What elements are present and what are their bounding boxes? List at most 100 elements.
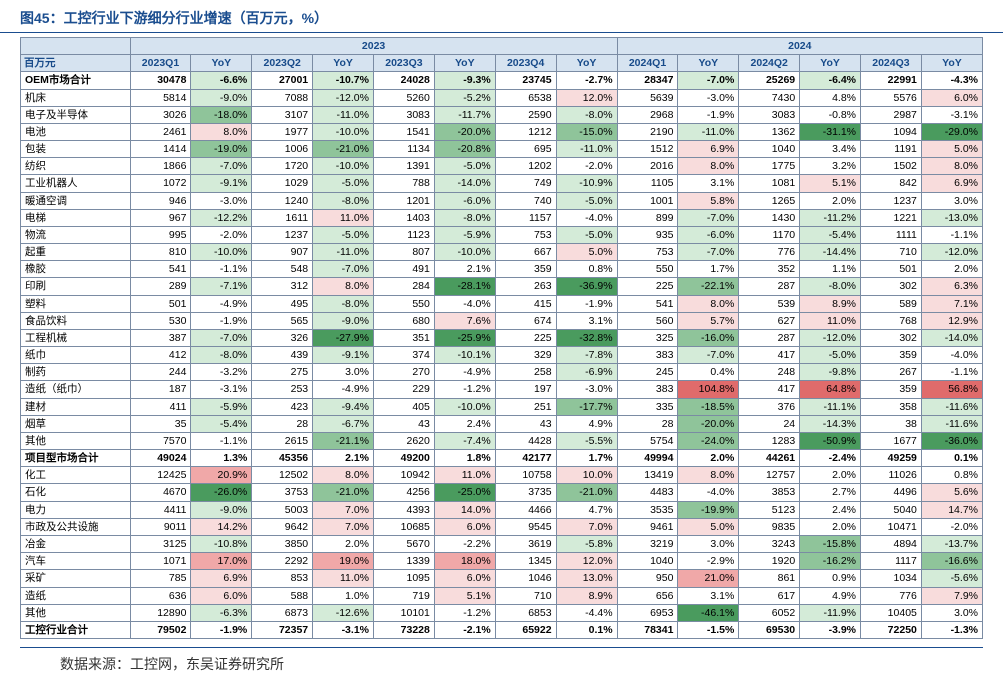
value-cell: 44261 [739,450,800,467]
value-cell: 550 [617,261,678,278]
value-cell: 28 [252,415,313,432]
value-cell: 49024 [130,450,191,467]
value-cell: 3753 [252,484,313,501]
row-category: 项目型市场合计 [21,450,131,467]
yoy-cell: -24.0% [678,432,739,449]
value-cell: 383 [617,381,678,398]
yoy-cell: 4.8% [800,89,861,106]
row-category: 化工 [21,467,131,484]
value-cell: 24028 [374,72,435,89]
value-cell: 541 [617,295,678,312]
value-cell: 248 [739,364,800,381]
value-cell: 225 [495,329,556,346]
row-category: 工控行业合计 [21,621,131,638]
value-cell: 2615 [252,432,313,449]
yoy-cell: -8.0% [556,106,617,123]
yoy-cell: -12.0% [921,244,982,261]
yoy-cell: -10.0% [434,398,495,415]
col-header: YoY [678,55,739,72]
yoy-cell: -14.4% [800,244,861,261]
value-cell: 548 [252,261,313,278]
value-cell: 1414 [130,141,191,158]
col-header: 2024Q3 [861,55,922,72]
yoy-cell: 1.3% [191,450,252,467]
yoy-cell: -10.7% [313,72,374,89]
value-cell: 267 [861,364,922,381]
yoy-cell: -14.0% [434,175,495,192]
value-cell: 2968 [617,106,678,123]
yoy-cell: -11.1% [800,398,861,415]
yoy-cell: 1.0% [313,587,374,604]
yoy-cell: -21.0% [556,484,617,501]
value-cell: 78341 [617,621,678,638]
yoy-cell: -8.0% [434,209,495,226]
value-cell: 1212 [495,123,556,140]
value-cell: 417 [739,381,800,398]
value-cell: 27001 [252,72,313,89]
yoy-cell: 14.7% [921,501,982,518]
yoy-cell: -4.3% [921,72,982,89]
value-cell: 11026 [861,467,922,484]
yoy-cell: -5.8% [556,535,617,552]
value-cell: 9545 [495,518,556,535]
value-cell: 3083 [739,106,800,123]
value-cell: 753 [495,226,556,243]
yoy-cell: -11.6% [921,398,982,415]
yoy-cell: -5.0% [556,226,617,243]
row-category: 塑料 [21,295,131,312]
yoy-cell: 2.0% [800,518,861,535]
yoy-cell: -4.4% [556,604,617,621]
yoy-cell: -20.0% [434,123,495,140]
table-row: 机床5814-9.0%7088-12.0%5260-5.2%653812.0%5… [21,89,983,106]
yoy-cell: 6.3% [921,278,982,295]
value-cell: 270 [374,364,435,381]
value-cell: 1094 [861,123,922,140]
yoy-cell: 8.0% [191,123,252,140]
yoy-cell: 8.0% [921,158,982,175]
value-cell: 4428 [495,432,556,449]
col-header: YoY [191,55,252,72]
value-cell: 6873 [252,604,313,621]
col-header: YoY [313,55,374,72]
value-cell: 1720 [252,158,313,175]
yoy-cell: 5.7% [678,312,739,329]
yoy-cell: 5.1% [434,587,495,604]
value-cell: 5576 [861,89,922,106]
yoy-cell: -7.0% [191,158,252,175]
yoy-cell: 12.9% [921,312,982,329]
row-category: 采矿 [21,570,131,587]
yoy-cell: -1.1% [191,261,252,278]
value-cell: 4393 [374,501,435,518]
table-row: 起重810-10.0%907-11.0%807-10.0%6675.0%753-… [21,244,983,261]
row-category: 电力 [21,501,131,518]
value-cell: 1977 [252,123,313,140]
row-category: 纸巾 [21,347,131,364]
yoy-cell: -20.0% [678,415,739,432]
value-cell: 6538 [495,89,556,106]
value-cell: 1502 [861,158,922,175]
yoy-cell: -13.0% [921,209,982,226]
row-category: 冶金 [21,535,131,552]
yoy-cell: -2.2% [434,535,495,552]
yoy-cell: -46.1% [678,604,739,621]
yoy-cell: -5.9% [434,226,495,243]
yoy-cell: -18.5% [678,398,739,415]
row-category: 电池 [21,123,131,140]
yoy-cell: 0.9% [800,570,861,587]
value-cell: 785 [130,570,191,587]
value-cell: 6953 [617,604,678,621]
value-cell: 776 [861,587,922,604]
yoy-cell: -1.5% [678,621,739,638]
yoy-cell: -19.0% [191,141,252,158]
value-cell: 9461 [617,518,678,535]
yoy-cell: 8.0% [678,158,739,175]
yoy-cell: 6.0% [191,587,252,604]
value-cell: 28 [617,415,678,432]
yoy-cell: -4.0% [556,209,617,226]
yoy-cell: -6.9% [556,364,617,381]
yoy-cell: 2.7% [800,484,861,501]
yoy-cell: 8.0% [313,278,374,295]
value-cell: 1430 [739,209,800,226]
col-header: 2023Q1 [130,55,191,72]
value-cell: 12502 [252,467,313,484]
